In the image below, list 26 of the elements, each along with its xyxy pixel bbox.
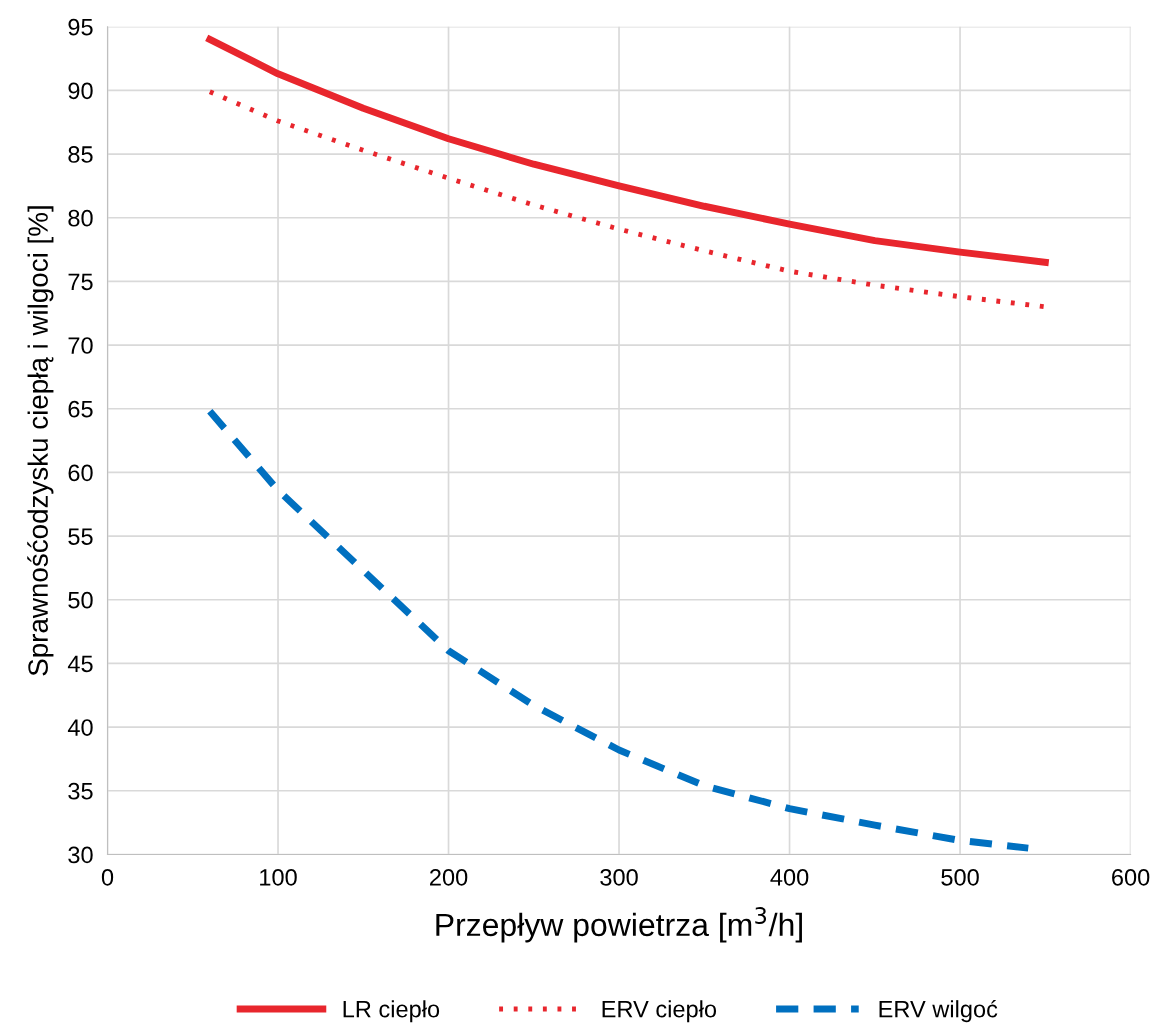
y-tick-label: 60 xyxy=(68,464,93,482)
y-tick-label: 50 xyxy=(68,591,93,609)
x-tick-label: 0 xyxy=(101,868,114,886)
x-tick-label: 300 xyxy=(600,868,638,886)
y-axis-title: Sprawnośćodzysku ciepłą i wilgoci [%] xyxy=(27,206,54,676)
y-tick-label: 40 xyxy=(67,719,93,736)
x-tick-label: 100 xyxy=(260,868,297,886)
y-tick-label: 85 xyxy=(68,146,93,163)
x-axis-title: Przepływ powietrza [m$^{3}$/h] xyxy=(436,907,802,943)
legend-label: LR ciepło xyxy=(343,1000,440,1023)
y-tick-label: 90 xyxy=(68,82,93,100)
legend-label: ERV wilgoć xyxy=(879,999,998,1023)
y-tick-label: 45 xyxy=(67,655,93,673)
x-tick-label: 400 xyxy=(770,868,809,886)
x-tick-label: 200 xyxy=(430,868,468,886)
x-tick-label: 500 xyxy=(941,868,979,886)
x-tick-label: 600 xyxy=(1112,868,1150,886)
y-tick-label: 80 xyxy=(68,209,93,227)
y-tick-label: 95 xyxy=(68,18,93,36)
y-tick-label: 75 xyxy=(68,273,93,291)
y-tick-label: 30 xyxy=(68,846,93,864)
legend-label: ERV ciepło xyxy=(602,1000,717,1023)
y-tick-label: 65 xyxy=(68,400,93,418)
y-tick-label: 35 xyxy=(68,782,93,800)
y-tick-label: 70 xyxy=(68,337,93,354)
y-tick-label: 55 xyxy=(68,528,93,545)
